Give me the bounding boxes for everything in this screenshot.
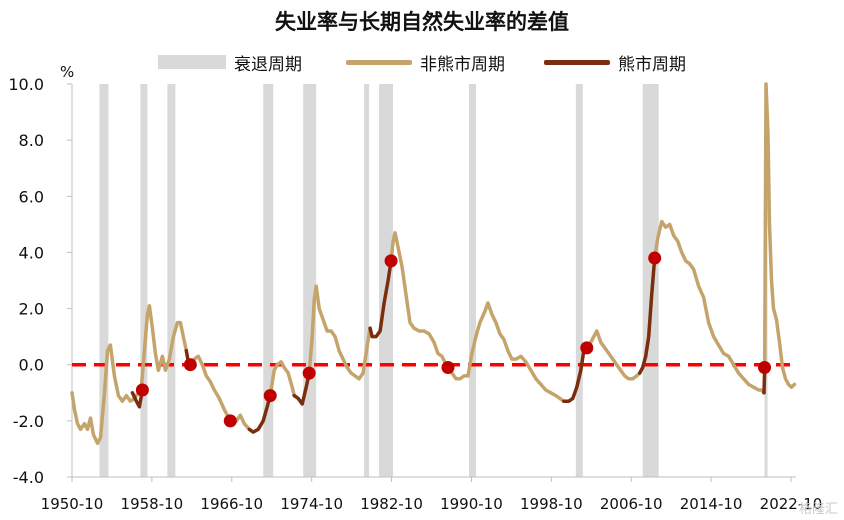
chart-title: 失业率与长期自然失业率的差值 (275, 10, 569, 34)
y-tick-label: 8.0 (19, 131, 44, 150)
bear-segment-10 (368, 259, 393, 339)
recession-band-9 (642, 84, 659, 477)
non-bear-segment-14 (585, 329, 642, 381)
y-tick-label: 0.0 (19, 356, 44, 375)
marker-point-5 (384, 254, 398, 268)
y-axis-unit-label: % (60, 63, 74, 81)
x-tick-label: 1950-10 (41, 495, 104, 513)
y-tick-label: 2.0 (19, 300, 44, 319)
bear-segment-8 (292, 371, 311, 406)
legend-item-non-bear: 非熊市周期 (346, 50, 505, 75)
x-tick-label: 2006-10 (600, 495, 663, 513)
x-tick-label: 1974-10 (280, 495, 343, 513)
non-bear-segment-5 (234, 413, 252, 432)
recession-band-1 (140, 84, 148, 477)
non-bear-segment-9 (307, 284, 372, 381)
axes (67, 83, 796, 482)
marker-point-1 (183, 358, 197, 372)
bear-segment-1 (130, 388, 145, 409)
recession-bands (99, 84, 768, 477)
x-tick-label: 2022-10 (760, 495, 823, 513)
recession-band-5 (364, 84, 370, 477)
non-bear-segment-11 (389, 231, 450, 370)
legend-swatch-bear (544, 59, 610, 65)
legend-swatch-non-bear (346, 59, 412, 65)
marker-point-2 (223, 414, 237, 428)
x-tick-label: 1982-10 (360, 495, 423, 513)
marker-point-0 (135, 383, 149, 397)
y-tick-label: 4.0 (19, 243, 44, 262)
x-tick-label: 1998-10 (520, 495, 583, 513)
legend-label-non-bear: 非熊市周期 (420, 54, 505, 75)
bear-segment-13 (562, 346, 589, 403)
legend-item-recession: 衰退周期 (158, 50, 302, 75)
recession-band-6 (379, 84, 394, 477)
bear-segment-6 (247, 393, 272, 434)
marker-point-8 (648, 251, 662, 265)
non-bear-segment-12 (446, 301, 566, 403)
tick-labels: 10.0 8.0 6.0 4.0 2.0 0.0 -2.0 -4.0% 1950-10 1958-… (8, 63, 822, 513)
legend-label-bear: 熊市周期 (618, 54, 686, 75)
marker-point-9 (758, 361, 772, 375)
non-bear-segment-0 (70, 304, 189, 446)
recession-band-0 (99, 84, 109, 477)
non-bear-segment-16 (652, 219, 766, 395)
x-tick-label: 1966-10 (200, 495, 263, 513)
x-tick-label: 2014-10 (680, 495, 743, 513)
marker-point-7 (580, 341, 594, 355)
marker-point-6 (441, 361, 455, 375)
y-tick-label: 10.0 (8, 75, 44, 94)
non-bear-segment-18 (762, 82, 797, 389)
recession-band-8 (575, 84, 583, 477)
series-lines (70, 82, 797, 446)
marker-point-4 (302, 366, 316, 380)
bear-segment-15 (637, 256, 657, 375)
non-bear-segment-7 (268, 360, 296, 398)
x-tick-label: 1958-10 (121, 495, 184, 513)
recession-band-2 (167, 84, 176, 477)
y-tick-label: -2.0 (13, 412, 44, 431)
y-tick-label: 6.0 (19, 187, 44, 206)
marker-point-3 (263, 389, 277, 403)
recession-band-4 (303, 84, 317, 477)
watermark: 格隆汇 (798, 502, 838, 517)
y-tick-label: -4.0 (13, 468, 44, 487)
recession-band-7 (468, 84, 476, 477)
legend-label-recession: 衰退周期 (234, 54, 302, 75)
recession-band-3 (263, 84, 274, 477)
legend-item-bear: 熊市周期 (544, 50, 686, 75)
legend-swatch-recession (158, 55, 226, 69)
x-tick-label: 1990-10 (440, 495, 503, 513)
markers (135, 251, 772, 428)
non-bear-segment-3 (188, 354, 233, 423)
